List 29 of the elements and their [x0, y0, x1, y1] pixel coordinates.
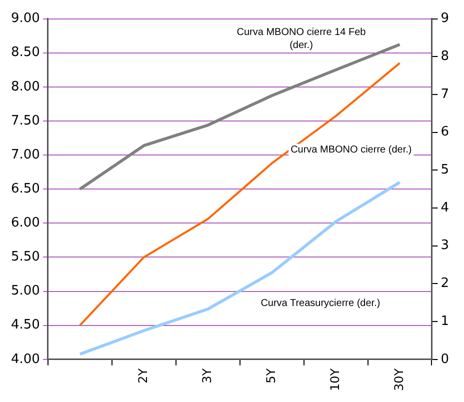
x-tick-label: 30Y	[392, 368, 406, 392]
y-tick-label: 7.00	[10, 147, 40, 162]
y-tick-label: 4.50	[10, 318, 40, 333]
y2-tick-label: 1	[440, 314, 450, 329]
y-tick-label: 8.50	[10, 45, 40, 60]
y-tick-label: 4.00	[10, 352, 40, 367]
y-tick-label: 5.50	[10, 250, 40, 265]
series-label: Curva MBONO cierre (der.)	[290, 144, 412, 156]
y2-tick-label: 6	[440, 124, 450, 140]
y2-tick-label: 5	[440, 162, 450, 178]
y-tick-label: 8.00	[10, 79, 40, 94]
y2-tick-label: 7	[440, 86, 450, 102]
y-tick-label: 6.50	[10, 181, 40, 196]
x-tick-label: 5Y	[264, 368, 278, 384]
y-tick-label: 9.00	[10, 11, 40, 26]
series-label: Curva MBONO cierre 14 Feb (der.)	[236, 27, 366, 52]
x-tick-label: 3Y	[200, 368, 214, 384]
x-tick-label: 10Y	[328, 368, 342, 392]
y2-tick-label: 0	[440, 352, 450, 367]
y-tick-label: 6.00	[10, 216, 40, 231]
y2-tick-label: 3	[440, 238, 450, 254]
y2-tick-label: 9	[440, 11, 450, 26]
y2-tick-label: 2	[440, 276, 450, 292]
y2-tick-label: 8	[440, 49, 450, 64]
x-tick-label: 2Y	[136, 368, 150, 384]
y-tick-label: 7.50	[10, 113, 40, 128]
y-tick-label: 5.00	[10, 284, 40, 299]
series-label: Curva Treasurycierre (der.)	[260, 298, 380, 309]
y2-tick-label: 4	[440, 200, 450, 216]
